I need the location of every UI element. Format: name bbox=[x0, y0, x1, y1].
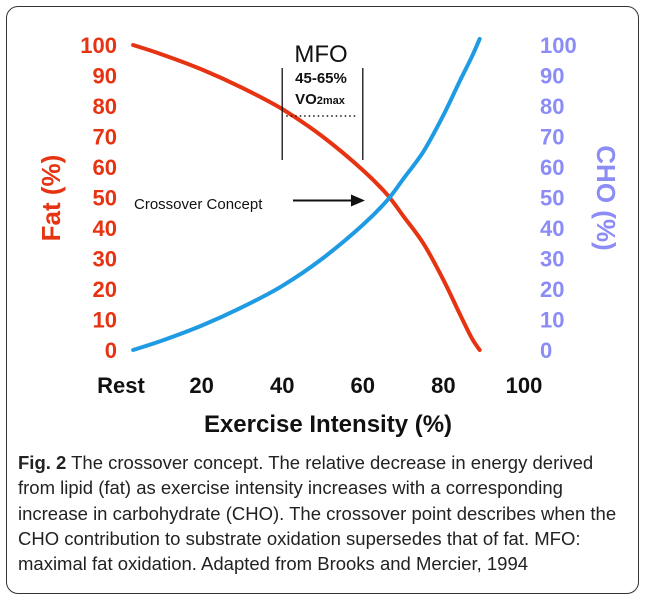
figure-label: Fig. 2 bbox=[18, 452, 67, 473]
x-axis-ticks: Rest 20 40 60 80 100 bbox=[97, 373, 542, 398]
right-y-axis-ticks: 0 10 20 30 40 50 60 70 80 90 100 bbox=[540, 33, 577, 363]
left-y-tick-label: 20 bbox=[93, 277, 117, 302]
right-y-tick-label: 10 bbox=[540, 308, 564, 333]
left-y-tick-label: 50 bbox=[93, 186, 117, 211]
crossover-chart: 0 10 20 30 40 50 60 70 80 90 100 0 10 20 30 40 50 60 70 80… bbox=[36, 33, 621, 438]
caption-text: The crossover concept. The relative decr… bbox=[18, 452, 617, 575]
left-y-tick-label: 10 bbox=[93, 308, 117, 333]
x-axis-label: Exercise Intensity (%) bbox=[204, 411, 452, 438]
left-y-tick-label: 30 bbox=[93, 247, 117, 272]
right-y-tick-label: 20 bbox=[540, 277, 564, 302]
left-y-tick-label: 90 bbox=[93, 64, 117, 89]
left-y-axis-ticks: 0 10 20 30 40 50 60 70 80 90 100 bbox=[80, 33, 117, 363]
crossover-label: Crossover Concept bbox=[134, 196, 263, 213]
x-tick-label: 20 bbox=[189, 373, 213, 398]
right-y-tick-label: 0 bbox=[540, 338, 552, 363]
right-y-tick-label: 30 bbox=[540, 247, 564, 272]
right-y-tick-label: 60 bbox=[540, 155, 564, 180]
mfo-vo2max-label: VO2max bbox=[295, 91, 346, 108]
right-y-tick-label: 100 bbox=[540, 33, 577, 58]
mfo-label: MFO bbox=[294, 41, 347, 68]
left-y-axis-label: Fat (%) bbox=[36, 155, 66, 242]
right-y-tick-label: 90 bbox=[540, 64, 564, 89]
right-y-tick-label: 40 bbox=[540, 216, 564, 241]
x-tick-label: 60 bbox=[351, 373, 375, 398]
right-y-tick-label: 50 bbox=[540, 186, 564, 211]
left-y-tick-label: 40 bbox=[93, 216, 117, 241]
left-y-tick-label: 80 bbox=[93, 94, 117, 119]
right-y-tick-label: 80 bbox=[540, 94, 564, 119]
crossover-arrowhead bbox=[350, 194, 365, 207]
cho-series-line bbox=[131, 36, 482, 352]
x-tick-label: 80 bbox=[431, 373, 455, 398]
left-y-tick-label: 0 bbox=[105, 338, 117, 363]
figure-caption: Fig. 2 The crossover concept. The relati… bbox=[18, 450, 630, 576]
fat-series-line bbox=[131, 43, 482, 352]
x-tick-label: 40 bbox=[270, 373, 294, 398]
right-y-tick-label: 70 bbox=[540, 125, 564, 150]
x-tick-label: Rest bbox=[97, 373, 145, 398]
left-y-tick-label: 60 bbox=[93, 155, 117, 180]
left-y-tick-label: 100 bbox=[80, 33, 117, 58]
figure-frame bbox=[6, 6, 639, 594]
mfo-range-label: 45-65% bbox=[295, 70, 347, 87]
left-y-tick-label: 70 bbox=[93, 125, 117, 150]
x-tick-label: 100 bbox=[506, 373, 543, 398]
right-y-axis-label: CHO (%) bbox=[591, 145, 621, 250]
